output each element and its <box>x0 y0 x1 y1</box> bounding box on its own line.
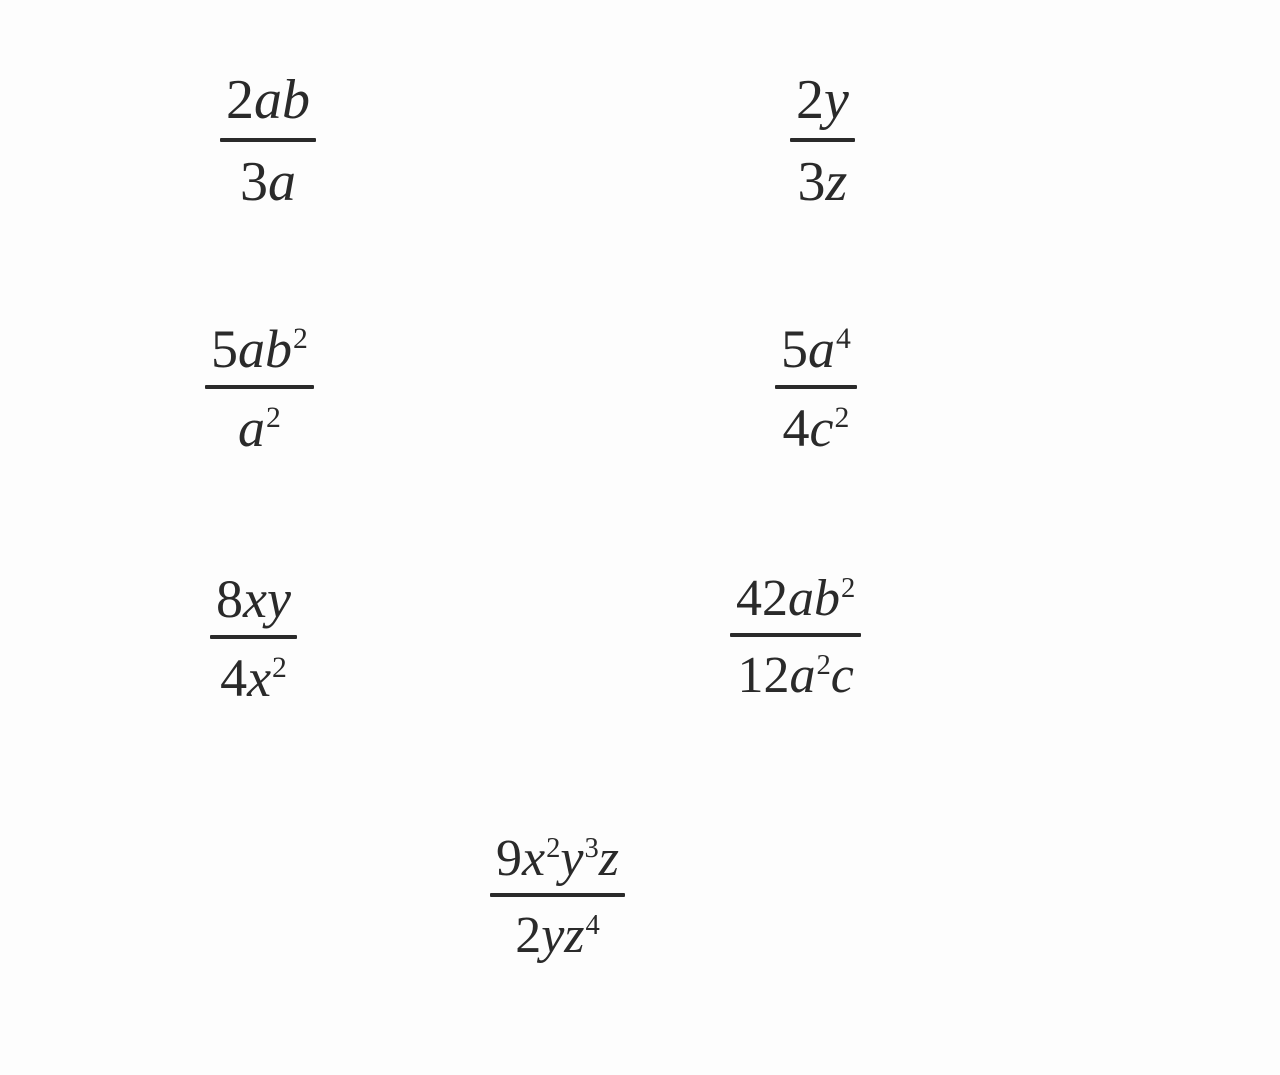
fraction-6: 42ab2 12a2c <box>730 570 861 704</box>
fraction-5-bar <box>210 635 297 639</box>
fraction-5: 8xy 4x2 <box>210 570 297 709</box>
fraction-4: 5a4 4c2 <box>775 320 857 459</box>
fraction-6-numerator: 42ab2 <box>730 570 861 627</box>
fraction-3-bar <box>205 385 314 389</box>
fraction-7-bar <box>490 893 625 897</box>
fraction-3-numerator: 5ab2 <box>205 320 314 379</box>
fraction-5-numerator: 8xy <box>210 570 297 629</box>
fraction-4-bar <box>775 385 857 389</box>
fraction-1-bar <box>220 138 316 142</box>
fraction-5-denominator: 4x2 <box>214 649 293 708</box>
fraction-1-denominator: 3a <box>234 152 302 214</box>
fraction-2-denominator: 3z <box>792 152 854 214</box>
fraction-7-numerator: 9x2y3z <box>490 830 625 887</box>
fraction-2-bar <box>790 138 855 142</box>
fraction-6-bar <box>730 633 861 637</box>
fraction-7: 9x2y3z 2yz4 <box>490 830 625 964</box>
fraction-2: 2y 3z <box>790 70 855 213</box>
fraction-3-denominator: a2 <box>232 399 287 458</box>
fraction-6-denominator: 12a2c <box>731 647 859 704</box>
fraction-4-denominator: 4c2 <box>777 399 856 458</box>
math-fractions-page: 2ab 3a 2y 3z 5ab2 a2 5a4 4c2 8xy 4x2 42a… <box>0 0 1280 1075</box>
fraction-1-numerator: 2ab <box>220 70 316 132</box>
fraction-1: 2ab 3a <box>220 70 316 213</box>
fraction-4-numerator: 5a4 <box>775 320 857 379</box>
fraction-7-denominator: 2yz4 <box>509 907 606 964</box>
fraction-2-numerator: 2y <box>790 70 855 132</box>
fraction-3: 5ab2 a2 <box>205 320 314 459</box>
